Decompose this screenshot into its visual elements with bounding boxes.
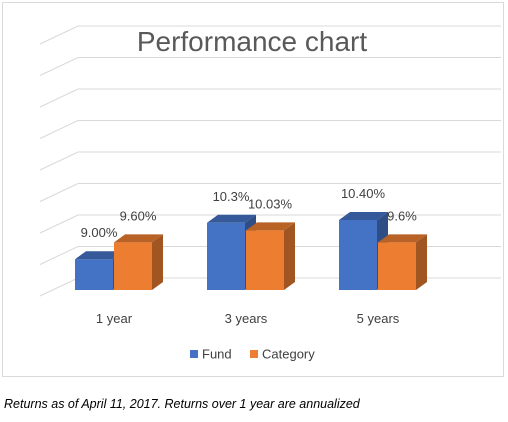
- gridline: [39, 25, 501, 45]
- data-label: 9.6%: [387, 208, 417, 223]
- gridline: [39, 57, 501, 76]
- legend-item-fund: Fund: [190, 347, 232, 362]
- bar-category-5-years: [378, 234, 427, 290]
- data-label: 10.03%: [248, 196, 293, 211]
- category-label: 5 years: [357, 311, 400, 326]
- footnote: Returns as of April 11, 2017. Returns ov…: [4, 397, 360, 411]
- data-label: 9.60%: [120, 208, 157, 223]
- chart-frame: [2, 2, 504, 377]
- bar-category-3-years: [246, 222, 295, 290]
- legend-label: Category: [262, 347, 315, 362]
- performance-chart: Performance chart 9.00%9.60% 10.3%10.03% 1…: [39, 25, 501, 362]
- chart-title: Performance chart: [137, 26, 368, 57]
- gridline: [39, 88, 501, 108]
- legend-item-category: Category: [250, 347, 315, 362]
- legend-label: Fund: [202, 347, 232, 362]
- gridline: [39, 183, 501, 202]
- category-label: 3 years: [225, 311, 268, 326]
- legend-swatch: [250, 350, 258, 358]
- gridline: [39, 151, 501, 171]
- chart-data-labels: 9.00%9.60% 10.3%10.03% 10.40%9.6%: [81, 186, 418, 240]
- bar-category-1-year: [114, 234, 163, 290]
- data-label: 9.00%: [81, 225, 118, 240]
- chart-category-labels: 1 year 3 years 5 years: [96, 311, 400, 326]
- gridline: [39, 120, 501, 139]
- category-label: 1 year: [96, 311, 133, 326]
- legend-swatch: [190, 350, 198, 358]
- data-label: 10.40%: [341, 186, 386, 201]
- chart-legend: Fund Category: [190, 347, 315, 362]
- data-label: 10.3%: [213, 189, 250, 204]
- chart-bars: [75, 212, 427, 290]
